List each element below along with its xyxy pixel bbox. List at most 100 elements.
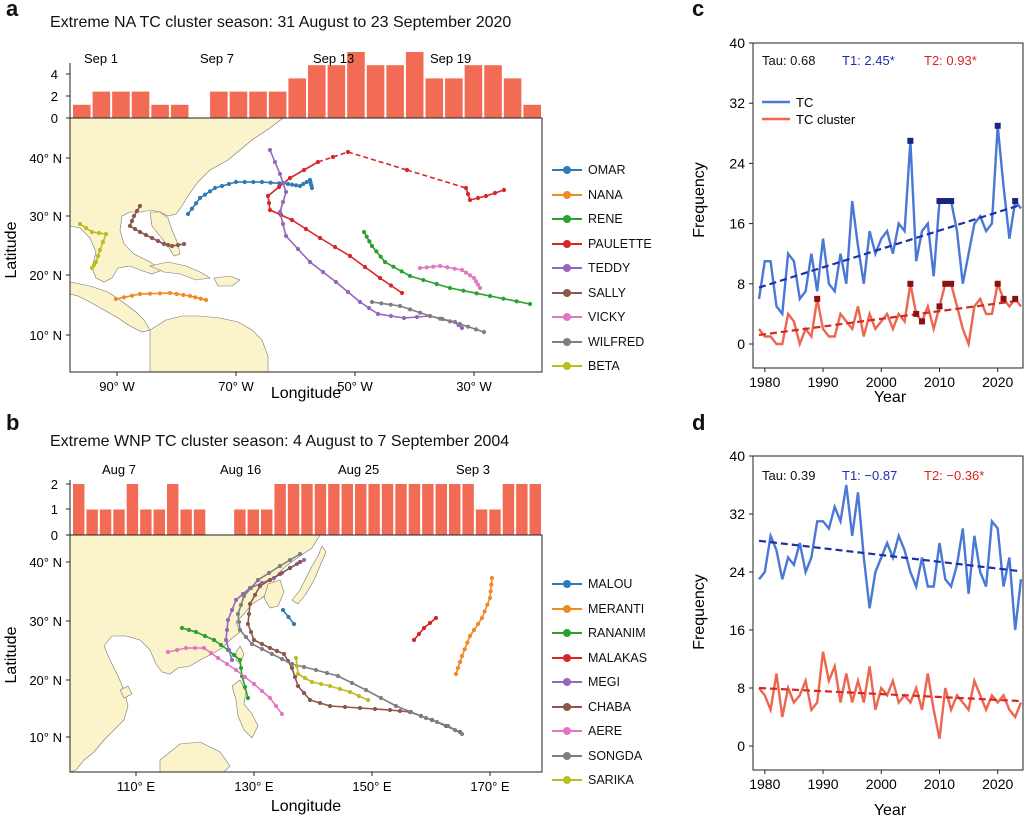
legend-item-sally: SALLY [552, 281, 652, 306]
map-b-lat-label: 20° N [29, 673, 62, 688]
count-bar [151, 104, 169, 118]
count-bar [368, 484, 380, 535]
legend-item-aere: AERE [552, 719, 647, 744]
y-tick-label: 8 [737, 680, 745, 696]
japan-land [291, 545, 327, 605]
extreme-year-marker [948, 198, 955, 205]
legend-item-teddy: TEDDY [552, 256, 652, 281]
map-a-lat-label: 20° N [29, 268, 62, 283]
extreme-year-marker [994, 122, 1001, 129]
y-tick-label: 40 [729, 448, 745, 464]
legend-label: WILFRED [588, 334, 645, 349]
legend-item-wilfred: WILFRED [552, 330, 652, 355]
map-a-bar-ytick: 0 [51, 111, 58, 126]
panel-c-xlabel: Year [874, 389, 907, 406]
y-tick-label: 40 [729, 35, 745, 51]
trend-line [758, 539, 1022, 573]
map-a-bar-ytick: 2 [51, 89, 58, 104]
legend-label: CHABA [588, 699, 632, 714]
count-bar [529, 484, 541, 535]
count-bar [153, 509, 165, 535]
map-b-lon-ticks: 110° E 130° E 150° E 170° E [117, 772, 510, 794]
map-a-lon-label: 90° W [99, 379, 135, 394]
map-b-bar-ytick: 2 [51, 477, 58, 492]
panel-c-chart: 0 8 16 24 32 40 1980 1990 2000 2010 2020 Tau: 0.68… [691, 35, 1024, 406]
extreme-year-marker [994, 280, 1001, 287]
count-bar [140, 509, 152, 535]
x-tick-label: 1990 [807, 776, 838, 792]
count-bar [210, 91, 228, 118]
count-bar [99, 509, 112, 535]
map-a-tracks [77, 147, 533, 335]
map-b-ylabel: Latitude [3, 626, 20, 683]
count-bar [73, 104, 91, 118]
legend-label: MALAKAS [588, 650, 648, 665]
extreme-year-marker [942, 198, 949, 205]
panel-d-xlabel: Year [874, 802, 907, 819]
y-tick-label: 24 [729, 155, 745, 171]
count-bar [386, 65, 404, 118]
legend-label: NANA [588, 187, 623, 202]
korea-land [263, 579, 285, 609]
panel-a-label: a [6, 0, 19, 21]
map-a-lon-ticks: 90° W 70° W 50° W 30° W [99, 372, 492, 394]
legend-item-megi: MEGI [552, 670, 647, 695]
map-a-date-label: Sep 7 [200, 51, 234, 66]
map-b-date-label: Aug 25 [338, 462, 379, 477]
count-bar [287, 484, 300, 535]
map-a-xlabel: Longitude [271, 385, 341, 402]
panel-c-tau: Tau: 0.68 [762, 53, 816, 68]
map-a-bar-chart: 0 2 4 Sep 1 Sep 7 Sep 13 Sep 19 [51, 51, 542, 126]
extreme-year-marker [1012, 295, 1019, 302]
map-b-xlabel: Longitude [271, 798, 341, 815]
extreme-year-marker [814, 295, 821, 302]
y-tick-label: 8 [737, 276, 745, 292]
legend-tc-label: TC [796, 95, 813, 110]
legend-swatch [552, 238, 582, 250]
count-bar [435, 484, 447, 535]
panel-b-title: Extreme WNP TC cluster season: 4 August … [50, 433, 510, 450]
extreme-year-marker [948, 280, 955, 287]
count-bar [126, 484, 139, 535]
map-b-lat-label: 30° N [29, 614, 62, 629]
count-bar [366, 65, 385, 118]
count-bar [328, 484, 340, 535]
legend-label: MERANTI [588, 601, 645, 616]
legend-label: MEGI [588, 675, 620, 690]
panel-d-axes: 0 8 16 24 32 40 1980 1990 2000 2010 2020 [729, 448, 1013, 792]
count-bar [516, 484, 528, 535]
extreme-year-marker [919, 318, 926, 325]
legend-swatch [552, 676, 582, 688]
legend-label: PAULETTE [588, 236, 652, 251]
legend-label: RANANIM [588, 626, 646, 641]
panel-c-frame [752, 42, 1024, 369]
extreme-year-marker [907, 280, 914, 287]
panel-c-t1: T1: 2.45* [842, 53, 895, 68]
count-bar [502, 484, 515, 535]
map-b-bar-ytick: 0 [51, 528, 58, 543]
north-america-land [69, 117, 284, 283]
count-bar [113, 509, 125, 535]
count-bar [405, 52, 424, 118]
map-b-lon-label: 110° E [117, 779, 156, 794]
map-b-bars [72, 484, 542, 536]
legend-swatch [552, 701, 582, 713]
legend-swatch [552, 725, 582, 737]
panel-d-ylabel: Frequency [691, 574, 708, 650]
series-line-tc-cluster [758, 651, 1023, 740]
extreme-year-marker [1000, 295, 1007, 302]
map-b: 10° N 20° N 30° N 40° N 110° E 130° E 15… [3, 534, 543, 815]
y-tick-label: 32 [729, 506, 745, 522]
map-a-bars [72, 52, 542, 119]
series-line-tc [757, 125, 1022, 318]
count-bar [301, 484, 313, 535]
map-a-lat-label: 10° N [29, 328, 62, 343]
map-a-ylabel: Latitude [3, 221, 20, 278]
map-a-date-label: Sep 19 [430, 51, 471, 66]
legend-swatch [552, 774, 582, 786]
count-bar [489, 509, 501, 535]
panel-b-label: b [6, 410, 20, 435]
legend-item-sarika: SARIKA [552, 768, 647, 793]
hispaniola-land [213, 275, 241, 287]
